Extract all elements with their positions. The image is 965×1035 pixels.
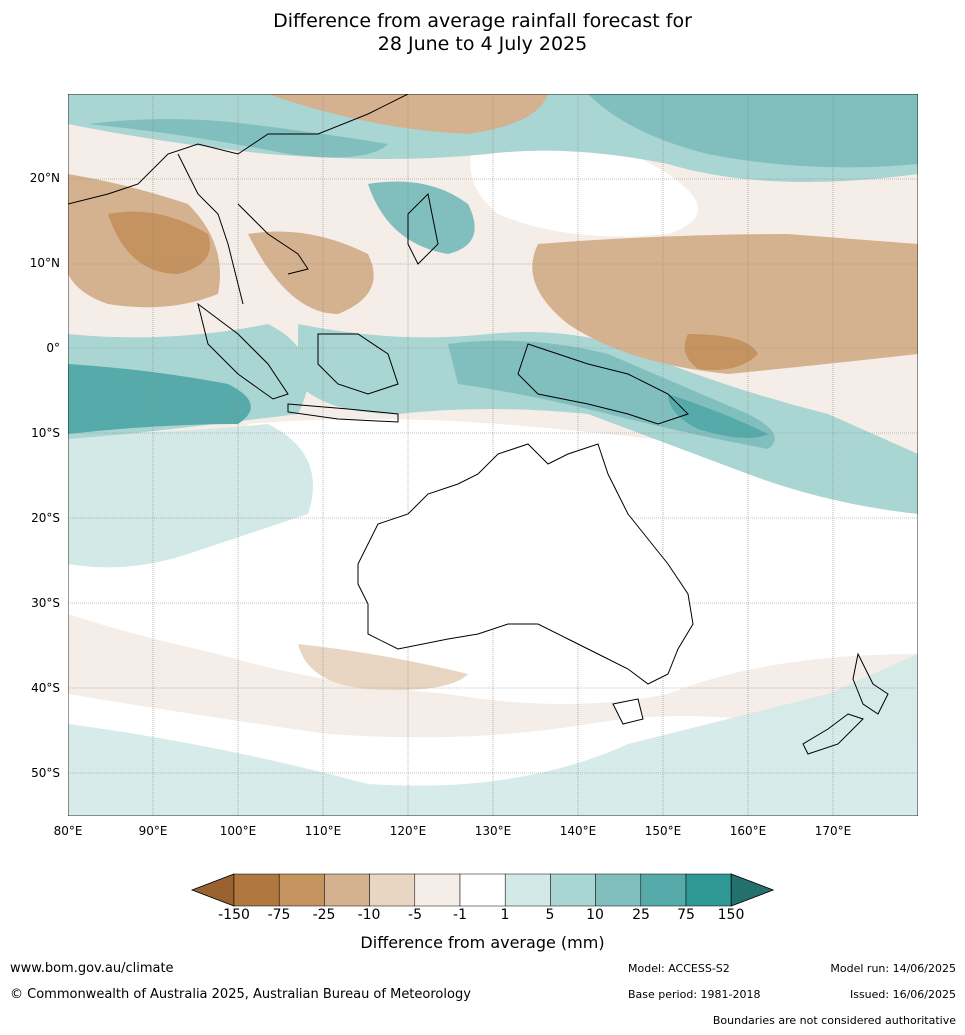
lat-label: 40°S — [31, 681, 60, 695]
legend-swatch-max — [730, 873, 775, 907]
borneo-outline — [317, 333, 399, 395]
legend-swatch — [278, 873, 325, 907]
footer-base-period: Base period: 1981-2018 — [628, 988, 761, 1001]
map-area-darkbrown-india — [108, 211, 210, 274]
lat-label: 30°S — [31, 596, 60, 610]
nz-south-island-outline — [802, 713, 864, 755]
new-guinea-outline — [517, 343, 689, 425]
legend-tick: -75 — [267, 907, 291, 923]
footer-disclaimer: Boundaries are not considered authoritat… — [712, 1014, 956, 1027]
legend-swatch — [685, 873, 732, 907]
map-title: Difference from average rainfall forecas… — [0, 10, 965, 56]
lat-label: 20°S — [31, 511, 60, 525]
footer-model-run: Model run: 14/06/2025 — [830, 962, 956, 975]
lon-label: 110°E — [304, 824, 342, 838]
sumatra-outline — [197, 302, 289, 400]
java-outline — [287, 403, 399, 423]
footer-url[interactable]: www.bom.gov.au/climate — [10, 961, 174, 976]
legend-tick: 150 — [717, 907, 745, 923]
lat-label: 0° — [46, 341, 60, 355]
lon-label: 140°E — [559, 824, 597, 838]
footer-copyright: © Commonwealth of Australia 2025, Austra… — [10, 987, 471, 1002]
lon-label: 100°E — [219, 824, 257, 838]
lon-label: 90°E — [138, 824, 168, 838]
philippines-outline — [407, 192, 439, 265]
lon-label: 160°E — [729, 824, 767, 838]
legend-swatch — [324, 873, 370, 907]
legend-tick: -1 — [453, 907, 467, 923]
australia-outline — [357, 443, 694, 685]
legend-swatch — [459, 873, 506, 907]
map-area-teal-np — [588, 94, 918, 168]
title-line-1: Difference from average rainfall forecas… — [273, 10, 692, 32]
lon-label: 120°E — [389, 824, 427, 838]
legend-tick: -150 — [218, 907, 250, 923]
legend-swatch — [595, 873, 642, 907]
legend-tick: 1 — [500, 907, 510, 923]
nz-north-island-outline — [852, 652, 889, 715]
map-area-darkbrown-pacific — [684, 334, 758, 370]
map-area-brown-pacific — [532, 234, 918, 374]
map-area-teal-mc — [298, 324, 918, 514]
lat-label: 50°S — [31, 766, 60, 780]
legend-swatch — [640, 873, 687, 907]
legend-swatch — [414, 873, 461, 907]
map-area-brown-indochina — [248, 231, 374, 314]
legend-swatch — [504, 873, 551, 907]
map-canvas — [68, 94, 918, 816]
map-area-lightteal-south — [68, 654, 918, 816]
footer-issued: Issued: 16/06/2025 — [849, 988, 956, 1001]
footer-model: Model: ACCESS-S2 — [628, 962, 730, 975]
map-area-darkteal-io — [68, 364, 251, 434]
legend-tick: -25 — [312, 907, 336, 923]
legend-swatch-min — [190, 873, 235, 907]
legend-tick: 25 — [632, 907, 650, 923]
asia-coastline — [68, 94, 409, 305]
map-area-teal-scs — [368, 181, 475, 254]
lon-label: 130°E — [474, 824, 512, 838]
lat-label: 10°S — [31, 426, 60, 440]
lat-label: 10°N — [29, 256, 60, 270]
lon-label: 170°E — [814, 824, 852, 838]
lon-label: 150°E — [644, 824, 682, 838]
map-area-lightteal-west — [68, 424, 313, 568]
tasmania-outline — [612, 698, 644, 725]
legend-colorbar — [190, 873, 775, 907]
legend-title: Difference from average (mm) — [360, 933, 605, 952]
legend-swatch — [369, 873, 416, 907]
legend-tick: -5 — [408, 907, 422, 923]
legend-swatch — [233, 873, 280, 907]
map-area-lightbrown-south — [298, 644, 468, 690]
rainfall-map — [68, 94, 918, 816]
lon-label: 80°E — [53, 824, 83, 838]
lat-label: 20°N — [29, 171, 60, 185]
map-area-darkteal-png — [668, 394, 768, 438]
legend-tick: -10 — [357, 907, 381, 923]
legend-swatch — [550, 873, 596, 907]
legend-tick: 5 — [545, 907, 555, 923]
title-line-2: 28 June to 4 July 2025 — [377, 33, 588, 55]
legend-tick: 75 — [677, 907, 695, 923]
legend-tick: 10 — [586, 907, 604, 923]
